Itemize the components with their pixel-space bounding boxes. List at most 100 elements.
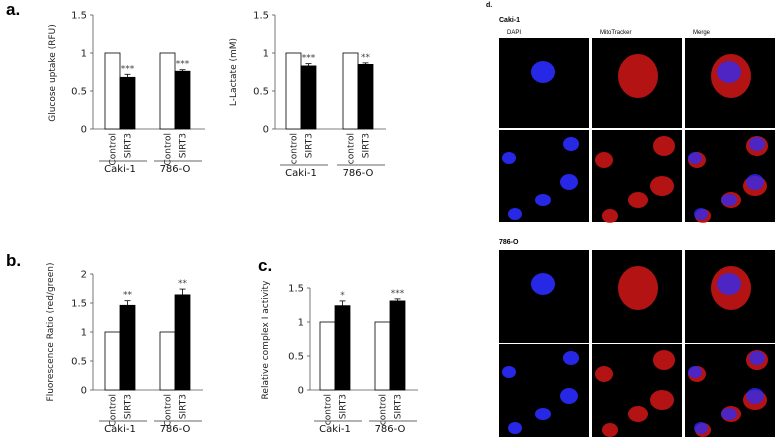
- group-label: Caki-1: [104, 424, 136, 435]
- micrograph-tile: [592, 344, 682, 437]
- micrograph-tile: [499, 38, 589, 128]
- significance-label: *: [340, 291, 345, 301]
- nucleus-signal: [535, 194, 551, 206]
- micrograph-tile: [592, 130, 682, 223]
- group-label: 786-O: [375, 424, 406, 435]
- y-axis-label: Glucose uptake (RFU): [48, 24, 58, 122]
- y-tick-label: 0: [81, 386, 87, 397]
- micrograph-tile: [499, 250, 589, 343]
- micrograph-tile: [592, 38, 682, 128]
- nucleus-signal: [749, 137, 765, 151]
- nucleus-signal: [563, 137, 579, 151]
- group-label: Caki-1: [104, 164, 136, 175]
- nucleus-signal: [560, 388, 578, 404]
- column-header: DAPI: [507, 30, 521, 36]
- group-label: 786-O: [160, 424, 191, 435]
- y-axis-label: Fluorescence Ratio (red/green): [46, 263, 56, 402]
- category-label: Control: [109, 133, 119, 166]
- cell-line-title: Caki-1: [499, 17, 520, 24]
- y-axis-label: L-Lactate (mM): [229, 38, 239, 106]
- y-tick-label: 1: [81, 328, 87, 339]
- nucleus-signal: [563, 351, 579, 365]
- nucleus-signal: [717, 61, 741, 83]
- nucleus-signal: [531, 273, 555, 295]
- mitochondria-signal: [618, 266, 658, 310]
- panel-label-a: a.: [6, 0, 21, 19]
- category-label: SIRT3: [179, 133, 189, 158]
- nucleus-signal: [508, 422, 522, 434]
- category-label: SIRT3: [305, 133, 315, 158]
- micrograph-tile: [685, 130, 775, 223]
- micrograph-tile: [499, 130, 589, 222]
- nucleus-signal: [502, 366, 516, 378]
- nucleus-signal: [502, 152, 516, 164]
- category-label: control: [379, 394, 389, 425]
- y-tick-label: 2: [81, 270, 87, 281]
- column-header: MitoTracker: [600, 30, 631, 36]
- tile-background: [499, 250, 589, 343]
- y-tick-label: 0: [298, 386, 304, 397]
- category-label: control: [324, 394, 334, 425]
- nucleus-signal: [694, 422, 708, 434]
- y-tick-label: 0.5: [71, 87, 87, 98]
- micrograph-tile: [685, 344, 775, 437]
- mitochondria-signal: [595, 152, 613, 168]
- y-tick-label: 0.5: [71, 357, 87, 368]
- panel-label-c: c.: [258, 256, 273, 275]
- category-label: Control: [164, 133, 174, 166]
- cell-line-title: 786-O: [499, 239, 519, 246]
- mitochondria-signal: [653, 350, 675, 370]
- nucleus-signal: [746, 388, 764, 404]
- y-tick-label: 0.5: [253, 87, 269, 98]
- mitochondria-signal: [595, 366, 613, 382]
- nucleus-signal: [721, 408, 737, 420]
- mitochondria-signal: [628, 406, 648, 422]
- category-label: SIRT3: [339, 394, 349, 419]
- nucleus-signal: [694, 208, 708, 220]
- y-tick-label: 0.5: [288, 352, 304, 363]
- micrograph-tile: [499, 344, 589, 437]
- category-label: SIRT3: [124, 394, 134, 419]
- category-label: SIRT3: [362, 133, 372, 158]
- significance-label: **: [123, 291, 133, 301]
- category-label: SIRT3: [124, 133, 134, 158]
- nucleus-signal: [560, 174, 578, 190]
- category-label: Control: [164, 394, 174, 427]
- y-tick-label: 1.5: [71, 299, 87, 310]
- panel-label-d: d.: [486, 2, 493, 9]
- category-label: SIRT3: [179, 394, 189, 419]
- significance-label: ***: [121, 64, 135, 74]
- y-tick-label: 1.5: [288, 284, 304, 295]
- mitochondria-signal: [602, 423, 618, 437]
- y-tick-label: 0: [263, 125, 269, 136]
- nucleus-signal: [688, 152, 702, 164]
- y-tick-label: 0: [81, 125, 87, 136]
- group-label: Caki-1: [319, 424, 351, 435]
- y-tick-label: 1: [263, 49, 269, 60]
- significance-label: ***: [176, 60, 190, 70]
- category-label: control: [347, 133, 357, 164]
- mitochondria-signal: [650, 390, 674, 410]
- significance-label: **: [361, 53, 371, 63]
- significance-label: ***: [302, 54, 316, 64]
- panel-label-b: b.: [6, 251, 22, 270]
- group-label: Caki-1: [285, 168, 317, 179]
- nucleus-signal: [531, 61, 555, 83]
- nucleus-signal: [508, 208, 522, 220]
- nucleus-signal: [688, 366, 702, 378]
- y-tick-label: 1.5: [71, 11, 87, 22]
- significance-label: **: [178, 279, 188, 289]
- nucleus-signal: [746, 174, 764, 190]
- group-label: 786-O: [160, 164, 191, 175]
- y-axis-label: Relative complex I activity: [261, 280, 271, 400]
- y-tick-label: 1: [298, 318, 304, 329]
- mitochondria-signal: [628, 192, 648, 208]
- column-header: Merge: [693, 30, 711, 36]
- micrograph-tile: [685, 250, 775, 343]
- significance-label: ***: [391, 289, 405, 299]
- y-tick-label: 1: [81, 49, 87, 60]
